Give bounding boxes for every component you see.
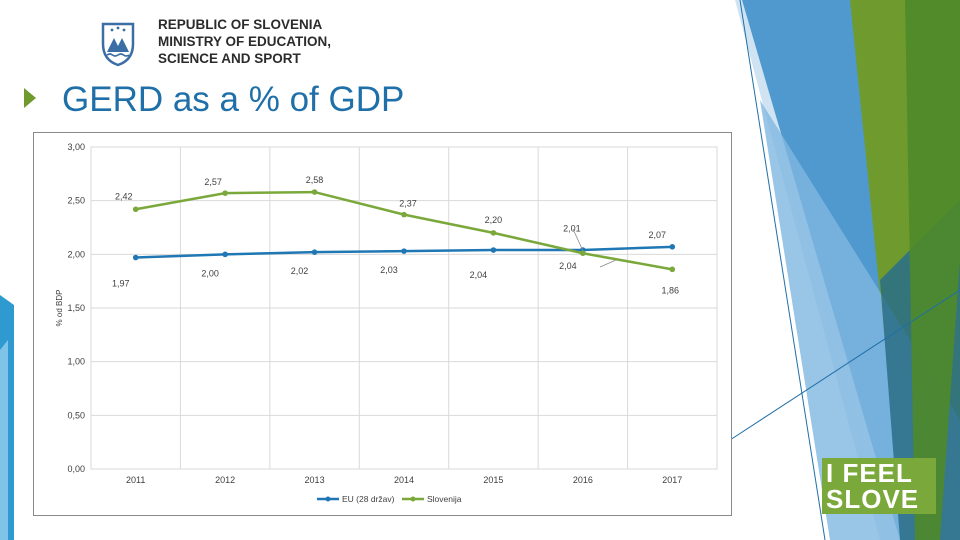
legend-entry: EU (28 držav) [342,494,395,504]
label-leader-line [572,228,584,252]
data-label: 2,02 [291,266,309,276]
legend-marker [325,496,331,502]
data-label: 2,00 [201,268,219,278]
data-point [669,244,676,250]
y-tick-label: 1,00 [67,357,85,367]
badge-line2: SLOVE [826,484,920,514]
data-point [669,266,676,273]
data-label: 2,37 [399,199,417,209]
data-label: 2,20 [485,215,503,225]
ministry-line1: REPUBLIC OF SLOVENIA [158,17,323,32]
data-point [490,230,497,236]
y-tick-label: 2,00 [67,249,85,259]
legend-marker [410,496,416,502]
data-label: 2,42 [115,191,133,201]
data-label: 2,58 [306,175,324,185]
y-tick-label: 3,00 [67,142,85,152]
x-tick-label: 2016 [573,475,593,485]
badge-line1: I FEEL [826,458,913,488]
y-axis-label: % od BDP [55,290,64,327]
data-label: 2,01 [563,223,581,233]
data-label: 2,03 [380,265,398,275]
legend-entry: Slovenija [427,494,462,504]
y-tick-label: 0,50 [67,410,85,420]
ministry-line2: MINISTRY OF EDUCATION, [158,34,332,49]
x-tick-label: 2015 [483,475,503,485]
y-tick-label: 2,50 [67,196,85,206]
line-chart: 0,00 0,50 1,00 1,50 2,00 2,50 3,00 2011 2012 2013… [55,142,718,504]
data-point [222,190,228,196]
title-arrow [24,88,36,108]
data-label: 2,07 [649,230,667,240]
data-point [132,254,139,261]
ministry-line3: SCIENCE AND SPORT [158,51,301,66]
x-tick-label: 2013 [305,475,325,485]
data-point [490,247,497,253]
coat-of-arms-icon [101,22,135,67]
data-label: 2,04 [470,270,488,280]
data-label: 2,04 [559,261,577,271]
bg-shape-green2 [905,0,960,540]
bg-line [739,0,826,540]
data-label: 1,86 [662,285,680,295]
data-label: 1,97 [112,279,130,289]
data-point [132,206,139,213]
bg-left-triangle2 [0,340,8,540]
y-tick-label: 0,00 [67,464,85,474]
label-leader-line [599,259,617,268]
ministry-name: REPUBLIC OF SLOVENIA MINISTRY OF EDUCATI… [158,16,331,67]
chart-container: 0,00 0,50 1,00 1,50 2,00 2,50 3,00 2011 2012 2013… [33,132,732,516]
data-point [401,248,407,254]
data-point [222,251,228,258]
x-tick-label: 2017 [662,475,682,485]
data-point [580,250,586,257]
slide-title: GERD as a % of GDP [62,80,405,119]
x-tick-label: 2014 [394,475,414,485]
i-feel-slovenia-logo: I FEEL SLOVE [822,458,936,514]
data-point [311,189,318,195]
y-tick-label: 1,50 [67,303,85,313]
x-tick-label: 2011 [126,475,145,485]
bg-line2 [729,289,960,441]
data-point [311,249,318,255]
data-label: 2,57 [204,177,222,187]
x-tick-label: 2012 [215,475,235,485]
data-point [401,211,407,218]
